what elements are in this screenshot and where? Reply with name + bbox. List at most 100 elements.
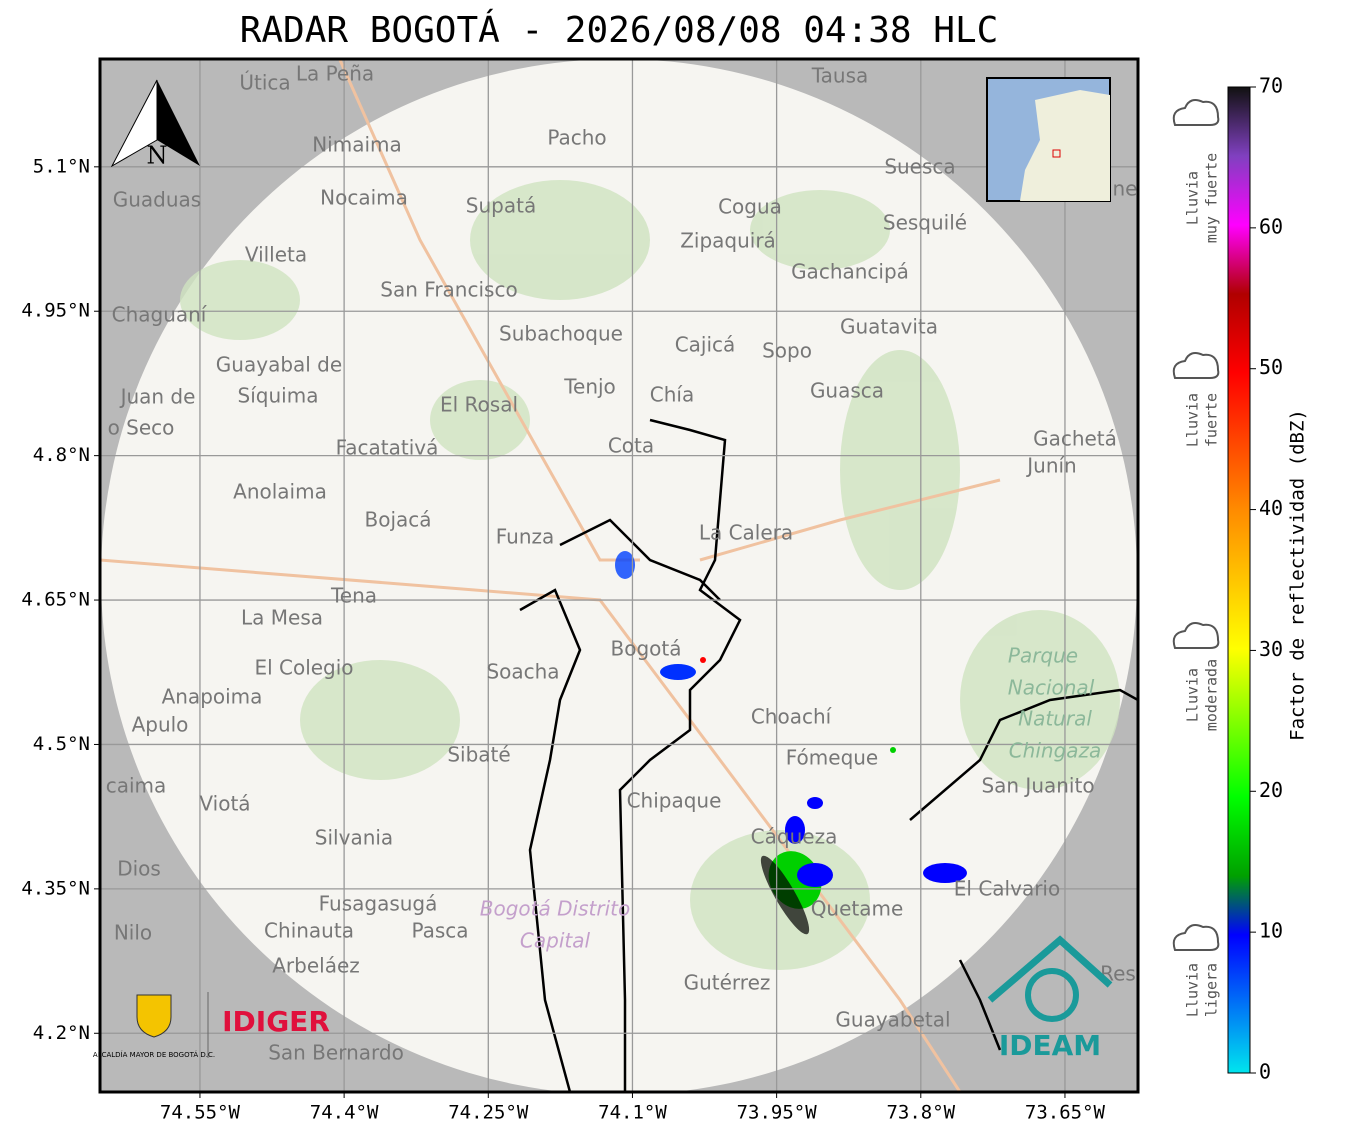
rain-icon [1172,99,1220,126]
y-tick-label: 4.65°N [21,589,90,611]
title: RADAR BOGOTÁ - 2026/08/08 04:38 HLC [240,9,999,51]
place-label: Choachí [751,705,833,729]
place-label: Guasca [810,379,884,403]
y-tick-label: 4.2°N [33,1022,90,1044]
place-label: Nimaima [312,133,402,157]
place-label: Gachancipá [791,260,909,284]
place-label: Fusagasugá [319,892,438,916]
x-tick-label: 74.25°W [448,1102,529,1124]
place-label: La Mesa [241,606,323,630]
place-label: Arbeláez [272,954,360,978]
place-label: La Peña [296,62,374,86]
place-label: Bojacá [364,508,431,532]
place-label: Villeta [245,243,307,267]
rain-icon [1172,924,1220,951]
place-label: Tausa [811,64,869,88]
place-label: o Seco [108,416,175,440]
place-label: Tena [330,584,377,608]
colorbar-tick-label: 70 [1259,74,1283,98]
colorbar-tick-label: 60 [1259,214,1283,238]
category-label: Lluvia [1184,963,1202,1017]
category-label: Lluvia [1184,171,1202,225]
place-label: Gutérrez [684,971,771,995]
place-label: ne [1113,177,1138,201]
x-tick-label: 74.1°W [598,1102,667,1124]
colorbar-tick-label: 30 [1259,637,1283,661]
place-label: Cota [608,434,654,458]
x-tick-label: 74.4°W [310,1102,379,1124]
colorbar-tick-label: 0 [1259,1060,1271,1084]
radar-echoes [615,551,967,935]
ideam-text: IDEAM [999,1029,1101,1062]
place-label: Pasca [411,919,468,943]
north-label: N [147,142,168,170]
x-tick-label: 74.55°W [160,1102,241,1124]
alcaldia-text: ALCALDÍA MAYOR DE BOGOTÁ D.C. [93,1050,215,1059]
y-tick-label: 4.35°N [21,877,90,899]
place-label: Funza [496,525,555,549]
category-label: muy fuerte [1203,153,1221,243]
place-label: San Juanito [981,774,1094,798]
place-label: Tenjo [563,375,616,399]
place-label: Chipaque [627,789,722,813]
place-label: Nilo [114,921,152,945]
park-label: Natural [1018,707,1092,731]
place-label: El Calvario [954,877,1060,901]
map-frame [98,57,1140,1094]
place-label: caima [106,774,167,798]
place-label: Silvania [315,826,393,850]
place-label: Guayabetal [835,1008,950,1032]
place-label: La Calera [699,521,793,545]
place-label: Fómeque [786,746,879,770]
colorbar-tick-label: 20 [1259,778,1283,802]
place-label: Dios [117,857,161,881]
district-label: Bogotá Distrito [480,897,630,921]
place-label: Guayabal de [216,353,342,377]
y-tick-label: 4.95°N [21,300,90,322]
place-label: Guaduas [113,188,201,212]
map-area: Útica La Peña Tausa Pacho Nimaima Guaduas Noca… [100,59,1138,1092]
place-label: Síquima [238,384,319,408]
place-label: Nocaima [320,186,408,210]
place-label: Cáqueza [751,825,838,849]
place-label: Anolaima [233,480,327,504]
park-label: Parque [1008,644,1078,668]
idiger-logo: IDIGER [222,1005,330,1038]
rain-icon [1172,352,1220,379]
place-label: San Francisco [380,278,517,302]
place-label: El Rosal [440,393,518,417]
place-label: Sopo [762,339,812,363]
colorbar [1227,86,1251,1074]
x-tick-label: 73.65°W [1025,1102,1106,1124]
place-label: Chía [650,383,694,407]
x-tick-label: 73.8°W [886,1102,955,1124]
place-label: Juan de [119,385,196,409]
place-label: Guatavita [840,315,938,339]
place-label: Útica [239,71,290,95]
x-tick-label: 73.95°W [737,1102,818,1124]
district-label: Capital [520,929,591,953]
y-tick-label: 4.8°N [33,444,90,466]
logo-ideam: IDEAM [987,935,1113,1062]
place-label: Soacha [486,660,559,684]
colorbar-tick-label: 40 [1259,496,1283,520]
place-label: Sesquilé [883,211,967,235]
place-label: Facatativá [336,436,439,460]
inset-map [986,77,1111,202]
colorbar-tick-label: 10 [1259,919,1283,943]
y-tick-label: 4.5°N [33,733,90,755]
place-label: Viotá [199,792,250,816]
place-label: San Bernardo [268,1041,404,1065]
place-label: Quetame [811,897,904,921]
place-label: Cajicá [675,333,736,357]
place-label: Apulo [132,713,189,737]
colorbar-tick-label: 50 [1259,355,1283,379]
place-label: Pacho [547,126,606,150]
category-label: moderada [1203,659,1221,731]
place-label: Supatá [466,194,536,218]
place-label: Junín [1025,454,1076,478]
place-label: Anapoima [162,685,263,709]
place-label: Chaguaní [112,303,208,327]
place-label: Subachoque [499,322,623,346]
